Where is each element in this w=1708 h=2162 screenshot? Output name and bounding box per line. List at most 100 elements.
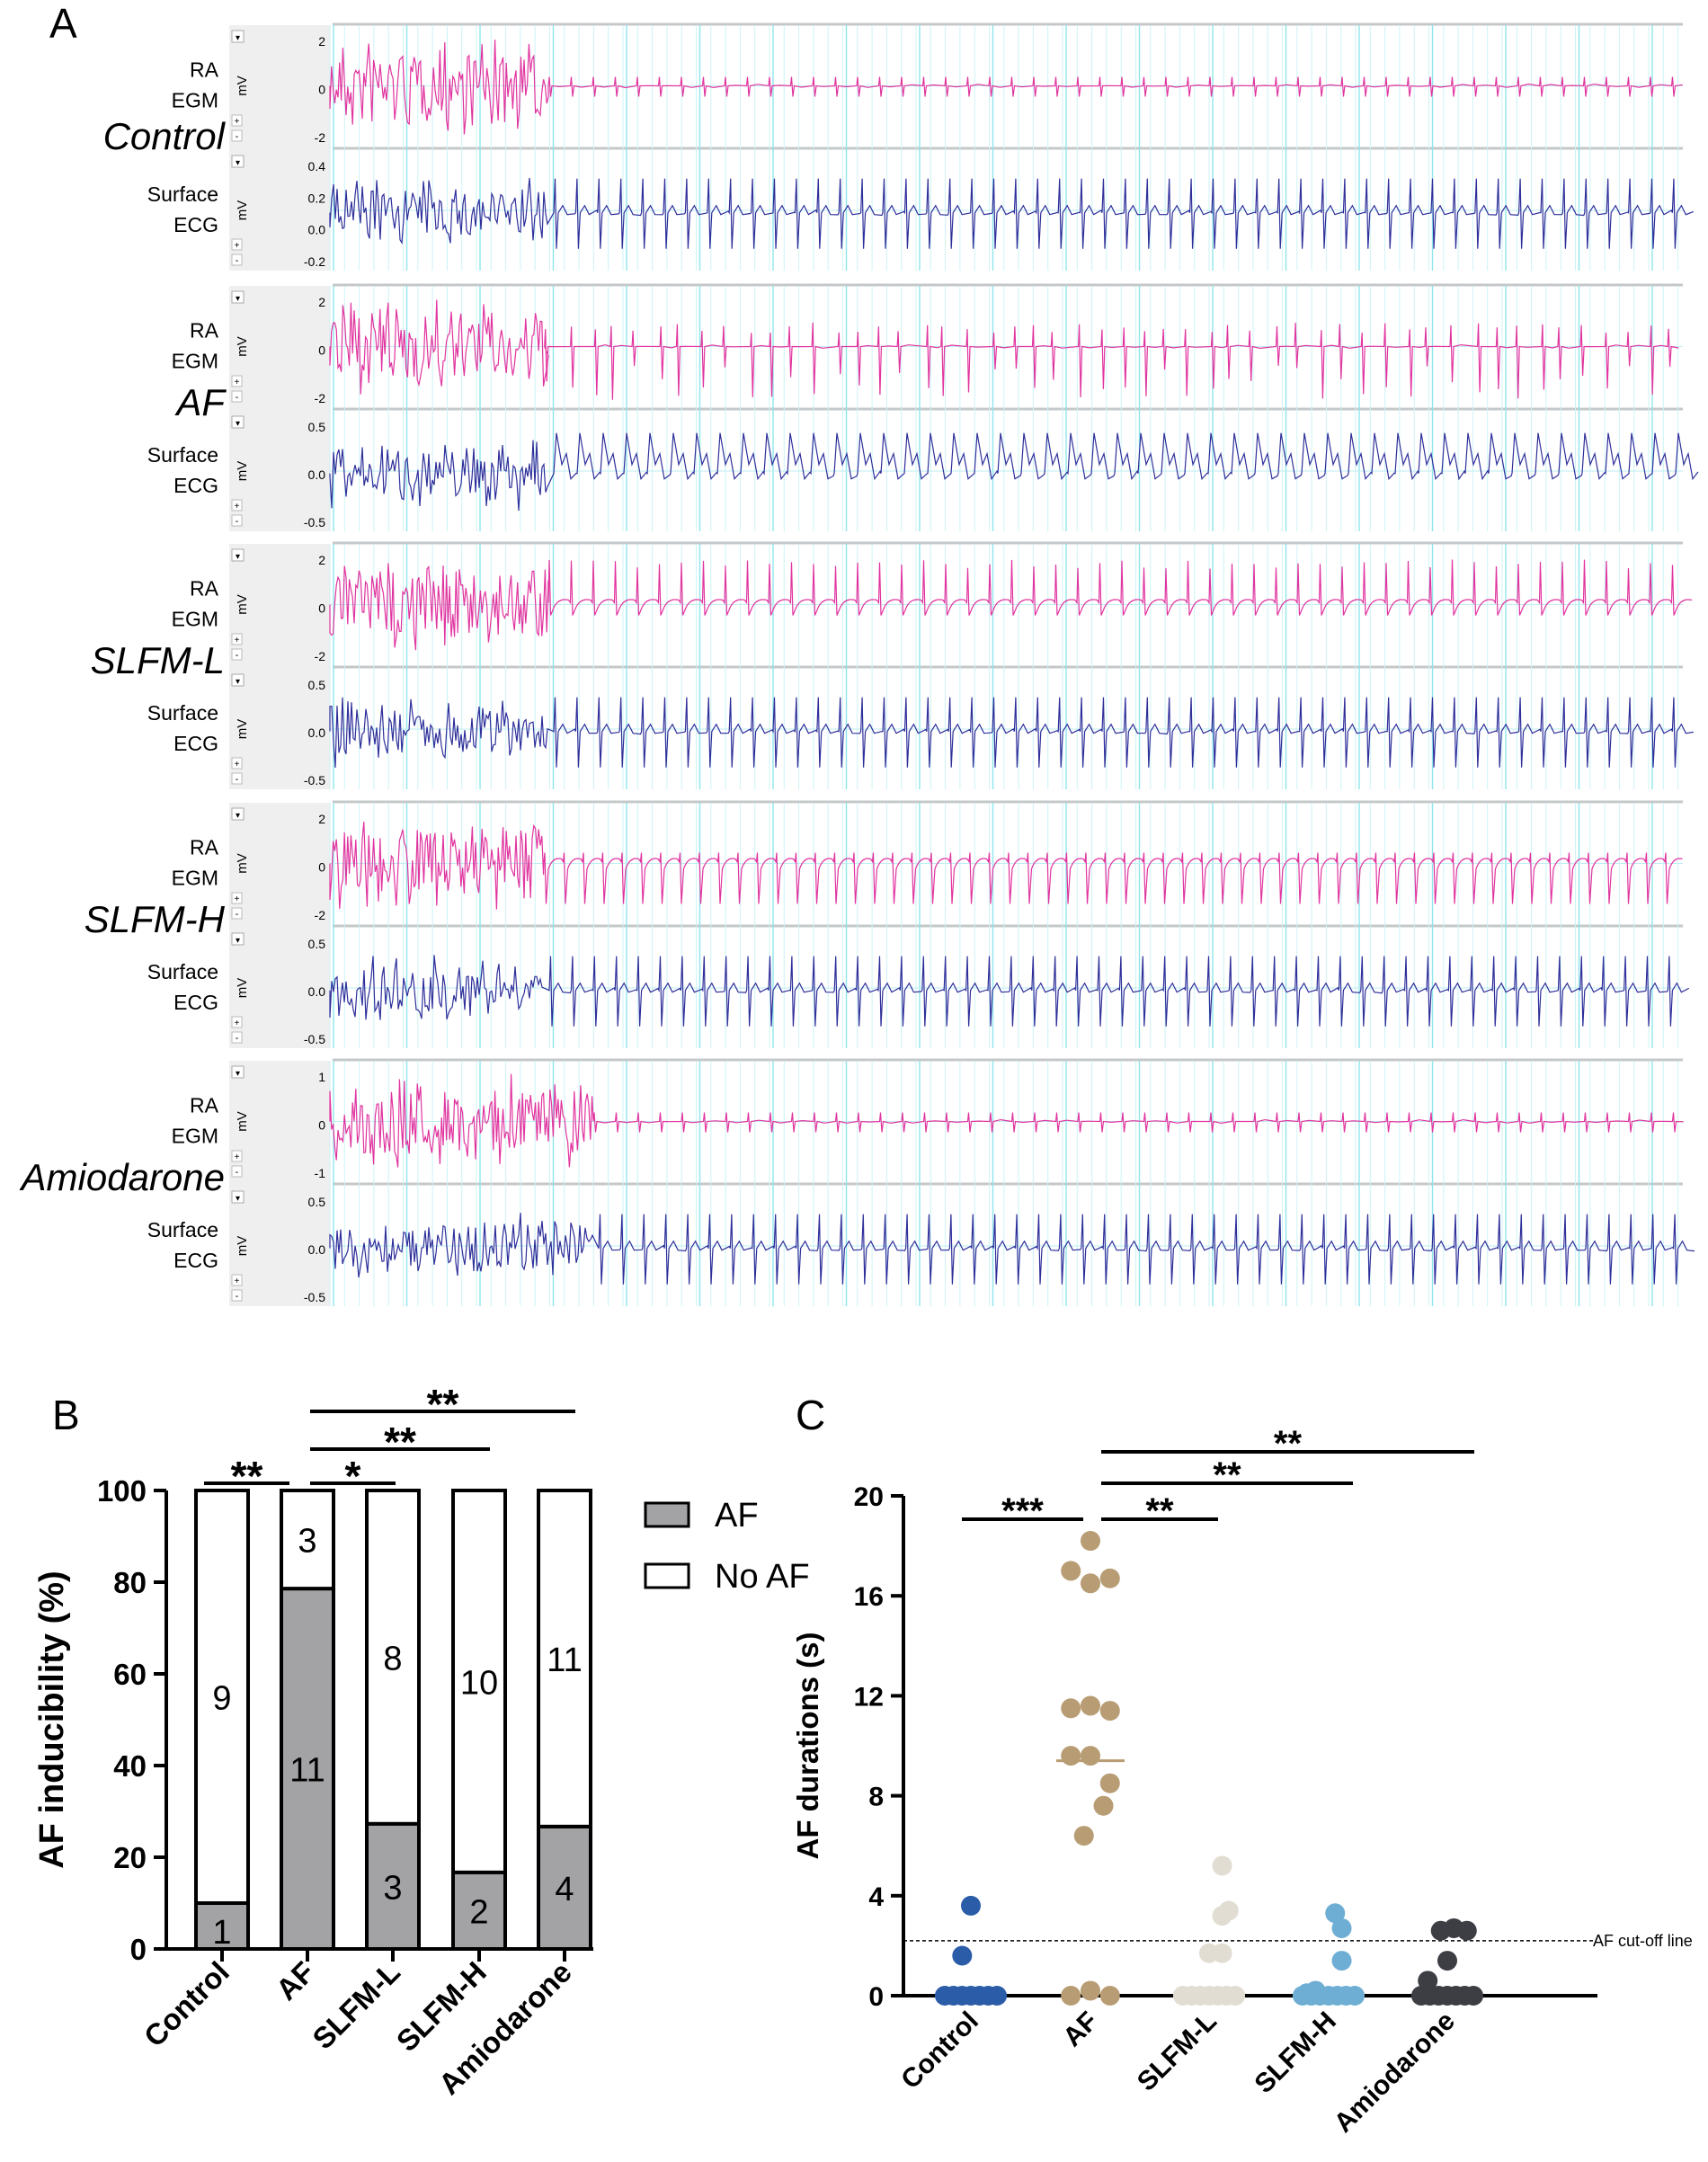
y-tick-label: 4: [868, 1882, 884, 1912]
ra-egm-trace: [329, 299, 1679, 400]
plus-icon: +: [235, 760, 240, 770]
y-tick-label: 2: [318, 295, 325, 309]
data-point: [1061, 1986, 1081, 2006]
channel-label: ECG: [173, 1249, 218, 1272]
zoom-out-box: [231, 1031, 243, 1044]
data-point: [1212, 1855, 1232, 1876]
unit-label: mV: [235, 200, 250, 221]
data-point: [1061, 1698, 1081, 1719]
y-tick-label: 8: [868, 1783, 884, 1812]
surface-ecg-trace: [329, 955, 1690, 1027]
data-point: [1081, 1531, 1100, 1552]
y-tick-label: 16: [854, 1582, 884, 1612]
legend-label: No AF: [715, 1558, 810, 1596]
channel-label: Surface: [147, 182, 218, 206]
data-point: [1093, 1795, 1114, 1816]
y-tick-label: 40: [113, 1749, 147, 1783]
y-tick-label: 0: [318, 83, 325, 97]
category-label: SLFM-L: [306, 1955, 406, 2056]
significance-stars: *: [345, 1453, 361, 1499]
data-point: [1456, 1920, 1477, 1941]
y-tick-label: 2: [318, 812, 325, 826]
channel-label: RA: [190, 1094, 219, 1117]
panel-c: C 0 4 8 12 16 20 AF durations (s) AF cut-off lin…: [791, 1392, 1693, 2139]
chevron-down-icon: ▾: [236, 677, 240, 687]
cutoff-label: AF cut-off line: [1593, 1932, 1693, 1950]
ecg-grid: [329, 1061, 1683, 1306]
channel-label: EGM: [172, 608, 218, 631]
dropdown-box: [231, 155, 245, 168]
panel-a-letter: A: [49, 0, 77, 47]
af-count-label: 4: [555, 1871, 574, 1908]
y-tick-label: 100: [97, 1474, 147, 1508]
data-point: [1296, 1983, 1317, 2004]
data-point: [1099, 1773, 1120, 1793]
category-label: Control: [895, 2006, 984, 2095]
unit-label: mV: [235, 1111, 250, 1132]
af-count-label: 3: [383, 1869, 402, 1907]
zoom-out-box: [231, 390, 243, 403]
channel-label: ECG: [173, 474, 218, 497]
minus-icon: -: [236, 255, 239, 266]
plus-icon: +: [235, 502, 240, 512]
af-count-label: 2: [469, 1893, 488, 1931]
bar-no-af: [365, 1489, 421, 1826]
data-point: [1073, 1826, 1094, 1846]
y-tick-label: -0.5: [304, 773, 325, 787]
y-tick-label: 12: [854, 1682, 884, 1712]
no-af-count-label: 3: [298, 1523, 316, 1561]
zoom-out-box: [231, 772, 243, 785]
category-label: AF: [270, 1955, 321, 2006]
plus-icon: +: [235, 894, 240, 904]
y-tick-label: -1: [315, 1166, 326, 1180]
dropdown-box: [231, 932, 245, 946]
zoom-in-box: [231, 499, 243, 512]
y-tick-label: -0.2: [304, 254, 325, 269]
zoom-in-box: [231, 1150, 243, 1162]
dropdown-box: [231, 290, 245, 304]
data-point: [1061, 1561, 1081, 1581]
y-tick-label: -2: [315, 649, 326, 663]
control-strip: [229, 544, 330, 789]
unit-label: mV: [235, 1236, 250, 1257]
channel-label: RA: [190, 577, 219, 601]
data-point: [1325, 1903, 1346, 1924]
zoom-in-box: [231, 757, 243, 770]
category-label: AF: [1057, 2006, 1104, 2053]
channel-label: EGM: [172, 1125, 218, 1148]
significance-stars: **: [1213, 1455, 1241, 1495]
significance-stars: **: [384, 1419, 416, 1465]
legend-swatch: [644, 1562, 690, 1589]
y-tick-label: 20: [854, 1482, 884, 1512]
significance-stars: **: [231, 1453, 263, 1499]
significance-stars: **: [1145, 1491, 1174, 1531]
data-point: [1218, 1900, 1239, 1921]
dropdown-box: [231, 30, 245, 43]
y-tick-label: 0.0: [308, 984, 326, 999]
data-point: [1418, 1971, 1438, 1991]
trace-group-amiodarone: RAEGMmV▾+-10-1SurfaceECGmV▾+-0.50.0-0.5A…: [19, 1058, 1695, 1306]
y-tick-label: 1: [318, 1070, 325, 1084]
plus-icon: +: [235, 241, 240, 251]
dropdown-box: [231, 548, 245, 562]
zoom-in-box: [231, 1016, 243, 1028]
chevron-down-icon: ▾: [236, 33, 240, 43]
no-af-count-label: 9: [212, 1680, 231, 1718]
zoom-out-box: [231, 129, 243, 142]
bar-no-af: [280, 1489, 335, 1591]
data-point: [1081, 1695, 1100, 1716]
dropdown-box: [231, 1065, 245, 1079]
group-label: Amiodarone: [19, 1156, 225, 1198]
af-count-label: 1: [212, 1914, 231, 1952]
control-strip: [229, 1061, 330, 1306]
unit-label: mV: [235, 719, 250, 740]
channel-label: ECG: [173, 991, 218, 1014]
y-tick-label: 20: [113, 1841, 147, 1874]
chevron-down-icon: ▾: [236, 552, 240, 562]
zoom-in-box: [231, 375, 243, 387]
zoom-in-box: [231, 114, 243, 127]
y-tick-label: 0.2: [308, 191, 326, 205]
y-tick-label: 0.4: [308, 159, 326, 173]
bar-no-af: [537, 1489, 592, 1828]
ra-egm-trace: [329, 1073, 1684, 1168]
